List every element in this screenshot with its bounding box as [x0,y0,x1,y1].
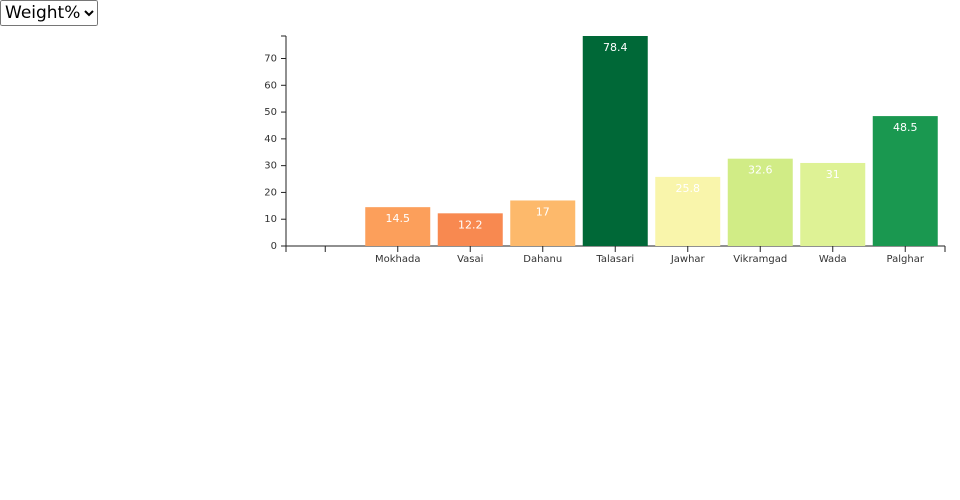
bar-value-label: 14.5 [386,212,411,225]
y-tick-label: 30 [264,161,277,172]
x-tick-label: Mokhada [375,254,420,265]
bar-value-label: 48.5 [893,121,918,134]
x-tick-label: Palghar [887,254,925,265]
y-tick-label: 0 [271,241,277,252]
bar-value-label: 25.8 [676,182,701,195]
bar-value-label: 17 [536,205,550,218]
x-tick-label: Talasari [595,254,634,265]
bar [800,162,866,246]
bar-value-label: 12.2 [458,218,483,231]
measure-select[interactable]: Weight% [0,0,98,26]
x-tick-label: Vasai [457,254,483,265]
bar [437,213,503,246]
x-tick-label: Vikramgad [733,254,787,265]
bar [510,200,576,246]
x-tick-label: Jawhar [670,254,706,265]
bar-value-label: 78.4 [603,41,628,54]
x-tick-label: Dahanu [523,254,562,265]
y-tick-label: 50 [264,107,277,118]
bar [655,176,721,246]
bar [727,158,793,246]
y-tick-label: 60 [264,80,277,91]
y-tick-label: 70 [264,54,277,65]
y-tick-label: 10 [264,214,277,225]
bar [365,207,431,246]
bar-value-label: 31 [826,168,840,181]
y-tick-label: 40 [264,134,277,145]
y-tick-label: 20 [264,187,277,198]
bar [582,36,648,246]
x-tick-label: Wada [819,254,847,265]
bar-value-label: 32.6 [748,164,773,177]
bar [872,116,938,246]
